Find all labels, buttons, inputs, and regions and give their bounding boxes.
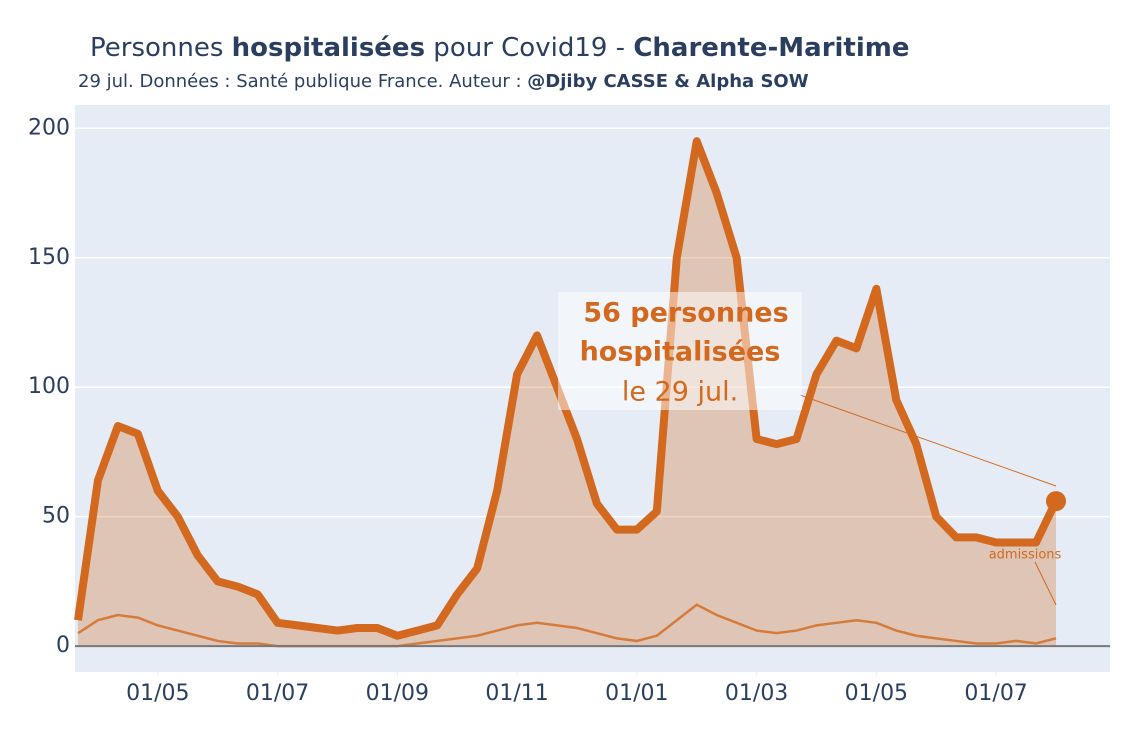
annotation-arrow [1034,561,1057,606]
x-tick-label: 01/05 [845,681,908,706]
plot: 0 50 100 150 200 01/05 01/07 01/09 01/11 01/01 01/… [28,115,1110,706]
area [78,141,1056,647]
y-tick-label: 50 [42,504,70,529]
y-tick-label: 200 [28,115,70,140]
y-tick-label: 150 [28,245,70,270]
y-tick-label: 0 [56,633,70,658]
subtitle: 29 jul. Données : Santé publique France.… [78,71,809,92]
x-tick-label: 01/07 [246,681,309,706]
y-tick-label: 100 [28,374,70,399]
x-tick-label: 01/03 [725,681,788,706]
line [77,603,1057,648]
annotation-text: admissions [989,548,1062,563]
x-tick-label: 01/01 [605,681,668,706]
line [74,137,1060,640]
annotation-text: hospitalisées [580,337,781,368]
annotation-text: le 29 jul. [622,377,738,408]
annotation-arrow [799,394,1057,487]
title-part: pour Covid19 - [425,33,633,63]
annotation-text: 56 personnes [583,298,788,329]
end-marker [1046,491,1066,512]
title-part: Charente-Maritime [633,33,909,63]
title-part: Personnes [90,33,232,63]
x-tick-label: 01/11 [485,681,548,706]
x-tick-label: 01/09 [366,681,429,706]
x-tick-label: 01/07 [964,681,1027,706]
title-part: hospitalisées [232,33,425,63]
subtitle-part: 29 jul. Données : Santé publique France.… [78,71,527,92]
annotation-box [558,292,802,410]
x-tick-label: 01/05 [126,681,189,706]
chart-title: Personnes hospitalisées pour Covid19 - C… [90,33,910,63]
subtitle-part: @Djiby CASSE & Alpha SOW [527,71,808,92]
